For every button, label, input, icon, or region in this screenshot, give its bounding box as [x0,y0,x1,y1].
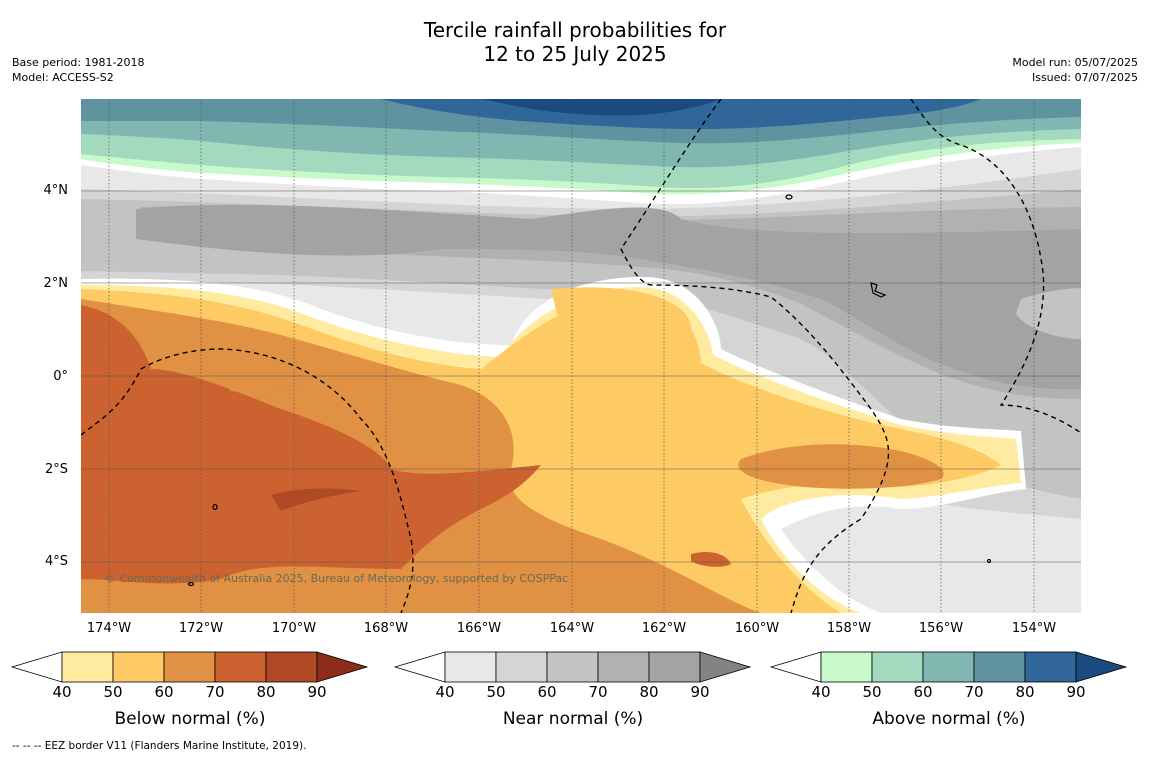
lon-label-170w: 170°W [271,621,317,636]
above-normal-tick-label: 60 [913,683,933,701]
colorbars [10,651,1128,683]
lon-label-160w: 160°W [734,621,780,636]
meta-right: Model run: 05/07/2025 Issued: 07/07/2025 [1012,55,1138,85]
lon-label-158w: 158°W [826,621,872,636]
below-normal-80-region [81,305,541,584]
island-north [785,194,793,200]
island-small-3 [986,558,992,564]
below-normal-tick-label: 80 [256,683,276,701]
near-normal-swatch-5 [648,651,701,683]
above-normal-swatch-5 [1024,651,1077,683]
eez-border-west [81,348,414,613]
near-normal-swatch-2 [495,651,548,683]
lon-label-168w: 168°W [363,621,409,636]
colorbar-label-near-normal: Near normal (%) [502,709,644,729]
copyright-notice: © Commonwealth of Australia 2025, Bureau… [105,572,569,585]
title-line-2: 12 to 25 July 2025 [483,42,667,66]
below-normal-80-patch [691,552,731,567]
near-normal-gray-patch-east [1016,288,1081,339]
lat-label-2s: 2°S [44,462,68,477]
below-normal-swatch-highest [316,651,369,683]
eez-borders [81,99,1081,613]
model-run-text: Model run: 05/07/2025 [1012,56,1138,69]
above-normal-max-region [481,99,721,116]
near-normal-swatch-1 [444,651,497,683]
colorbar-label-below-normal: Below normal (%) [114,709,266,729]
below-normal-tick-label: 40 [52,683,72,701]
below-normal-swatch-2 [112,651,165,683]
below-normal-60-island-north [551,287,692,354]
lon-label-164w: 164°W [549,621,595,636]
eez-footnote: -- -- -- EEZ border V11 (Flanders Marine… [12,740,307,752]
lon-label-172w: 172°W [178,621,224,636]
below-normal-tick-label: 70 [205,683,225,701]
above-normal-tick-label: 90 [1066,683,1086,701]
above-normal-swatch-highest [1075,651,1128,683]
near-normal-tick-label: 40 [435,683,455,701]
below-normal-swatch-4 [214,651,267,683]
below-normal-90-patch [271,488,361,511]
lon-label-174w: 174°W [86,621,132,636]
near-normal-swatch-4 [597,651,650,683]
below-normal-70-island-inner [221,372,311,393]
eez-border-central [620,99,890,613]
near-normal-tick-label: 70 [588,683,608,701]
near-normal-swatch-highest [699,651,752,683]
title-line-1: Tercile rainfall probabilities for [423,18,727,42]
above-normal-swatch-3 [922,651,975,683]
island-small-1 [212,503,218,511]
lon-label-166w: 166°W [456,621,502,636]
lon-label-156w: 156°W [918,621,964,636]
island-kiritimati [870,282,887,298]
above-normal-swatch-2 [871,651,924,683]
below-normal-swatch-5 [265,651,318,683]
lat-label-2n: 2°N [43,276,69,291]
above-normal-tick-label: 50 [862,683,882,701]
below-normal-swatch-3 [163,651,216,683]
near-normal-swatch-3 [546,651,599,683]
page-title: Tercile rainfall probabilities for 12 to… [0,18,1150,66]
eez-border-east [910,99,1081,434]
base-period-text: Base period: 1981-2018 [12,56,145,69]
below-normal-swatch-1 [61,651,114,683]
above-normal-swatch-1 [820,651,873,683]
colorbar-label-above-normal: Above normal (%) [872,709,1026,729]
near-normal-tick-label: 90 [690,683,710,701]
island-small-2 [187,581,195,587]
near-normal-tick-label: 60 [537,683,557,701]
issued-text: Issued: 07/07/2025 [1031,71,1138,84]
below-normal-70-patch-east [738,444,944,489]
above-normal-tick-label: 40 [811,683,831,701]
lat-label-0: 0° [53,369,68,384]
lat-label-4n: 4°N [43,183,69,198]
lon-label-154w: 154°W [1011,621,1057,636]
colorbar-above-normal [769,651,1128,683]
near-normal-tick-label: 50 [486,683,506,701]
colorbar-near-normal [393,651,752,683]
below-normal-swatch-lowest [10,651,63,683]
below-normal-tick-label: 90 [307,683,327,701]
above-normal-tick-label: 70 [964,683,984,701]
graticule [81,99,1081,613]
model-text: Model: ACCESS-S2 [12,71,114,84]
near-normal-tick-label: 80 [639,683,659,701]
above-normal-swatch-lowest [769,651,822,683]
islands [187,194,992,587]
near-normal-80-region [136,204,1081,390]
below-normal-tick-label: 50 [103,683,123,701]
below-normal-tick-label: 60 [154,683,174,701]
lon-label-162w: 162°W [641,621,687,636]
lat-label-4s: 4°S [44,554,68,569]
colorbar-below-normal [10,651,369,683]
meta-left: Base period: 1981-2018 Model: ACCESS-S2 [12,55,144,85]
above-normal-swatch-4 [973,651,1026,683]
near-normal-swatch-lowest [393,651,446,683]
rainfall-probability-map [81,99,1081,613]
above-normal-tick-label: 80 [1015,683,1035,701]
